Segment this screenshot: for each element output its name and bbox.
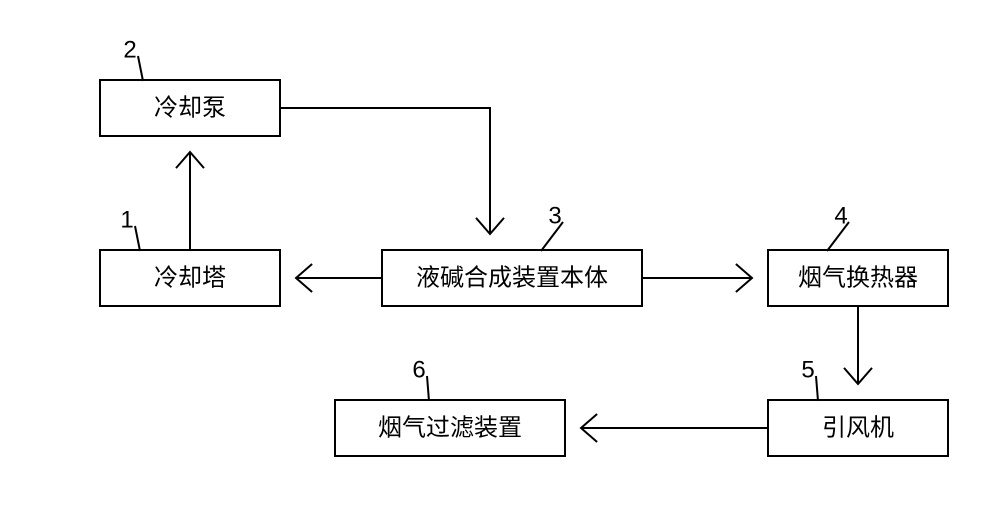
node-number: 1 [120, 207, 133, 234]
node-number: 4 [834, 203, 847, 230]
node-label: 烟气换热器 [798, 265, 918, 292]
leader-line [138, 56, 143, 81]
node-number: 3 [548, 203, 561, 230]
node-label: 冷却塔 [154, 265, 226, 292]
node-label: 冷却泵 [154, 95, 226, 122]
edge [280, 108, 490, 234]
node-label: 液碱合成装置本体 [416, 265, 608, 292]
node-label: 引风机 [822, 415, 894, 442]
leader-line [427, 376, 429, 401]
node-number: 2 [123, 37, 136, 64]
leader-line [816, 376, 818, 401]
node-number: 6 [412, 357, 425, 384]
leader-line [135, 226, 140, 251]
node-number: 5 [801, 357, 814, 384]
flow-diagram: 冷却塔 1 冷却泵 2 液碱合成装置本体 3 烟气换热器 4 引风机 5 烟气过滤装置 6 [0, 0, 1000, 523]
node-label: 烟气过滤装置 [378, 415, 522, 442]
